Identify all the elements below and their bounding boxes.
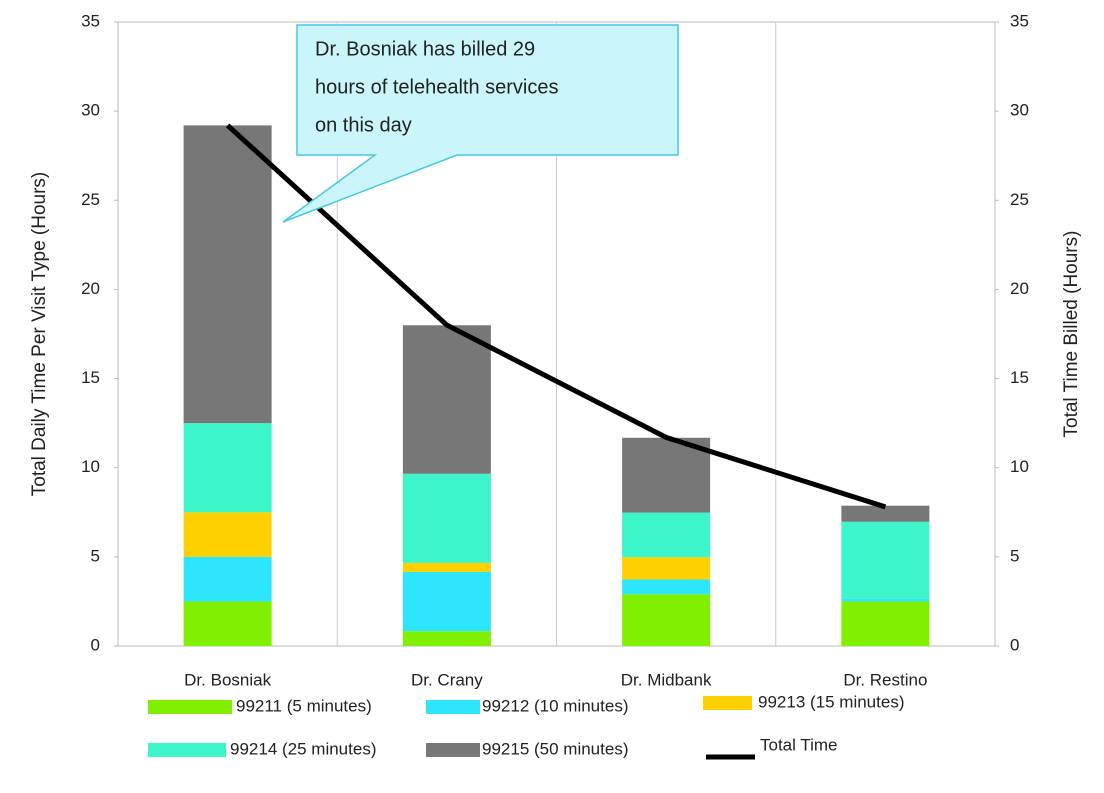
y-tick-label: 35 <box>81 11 100 30</box>
bar-segment <box>183 512 272 557</box>
y2-tick-label: 25 <box>1010 190 1029 209</box>
y2-tick-label: 30 <box>1010 101 1029 120</box>
y2-tick-label: 5 <box>1010 546 1019 565</box>
legend-label: 99213 (15 minutes) <box>758 692 904 711</box>
y-tick-label: 30 <box>81 101 100 120</box>
y2-tick-label: 0 <box>1010 635 1019 654</box>
y2-tick-label: 20 <box>1010 279 1029 298</box>
bar-segment <box>402 325 491 474</box>
legend-label: 99211 (5 minutes) <box>236 696 372 715</box>
bar-segment <box>622 437 711 513</box>
bar-segment <box>622 579 711 595</box>
y2-tick-label: 35 <box>1010 11 1029 30</box>
bar-segment <box>841 598 930 602</box>
x-tick-label: Dr. Restino <box>843 670 927 689</box>
bar-segment <box>841 505 930 522</box>
legend-swatch <box>148 743 226 757</box>
legend-swatch <box>426 700 480 714</box>
y-tick-label: 5 <box>91 546 100 565</box>
legend-swatch <box>148 700 232 714</box>
line-series <box>225 123 887 510</box>
bar-segment <box>622 512 711 558</box>
bar-segment <box>183 556 272 602</box>
annotation-text: Dr. Bosniak has billed 29 <box>315 38 535 60</box>
bar-segment <box>622 557 711 580</box>
bar-segment <box>841 521 930 599</box>
bar-segment <box>402 571 491 632</box>
x-tick-label: Dr. Bosniak <box>184 670 271 689</box>
y-tick-label: 0 <box>91 635 100 654</box>
bar-segment <box>402 631 491 646</box>
legend-swatch <box>426 743 480 757</box>
legend-label: Total Time <box>760 735 837 754</box>
y2-axis-label: Total Time Billed (Hours) <box>1061 231 1082 438</box>
bar-segment <box>183 423 272 513</box>
bar-segment <box>402 562 491 572</box>
y-tick-label: 25 <box>81 190 100 209</box>
y-axis-label: Total Daily Time Per Visit Type (Hours) <box>29 172 50 497</box>
y-tick-label: 10 <box>81 457 100 476</box>
legend-label: 99215 (50 minutes) <box>482 739 628 758</box>
x-tick-label: Dr. Crany <box>411 670 483 689</box>
annotation-text: on this day <box>315 114 412 136</box>
bar-segment <box>183 125 272 424</box>
x-tick-label: Dr. Midbank <box>621 670 712 689</box>
bar-segment <box>183 601 272 646</box>
bar-segment <box>402 473 491 563</box>
y2-tick-label: 15 <box>1010 368 1029 387</box>
annotation-text: hours of telehealth services <box>315 76 558 98</box>
y2-tick-label: 10 <box>1010 457 1029 476</box>
y-tick-label: 15 <box>81 368 100 387</box>
y-tick-label: 20 <box>81 279 100 298</box>
bar-segment <box>622 594 711 646</box>
legend-label: 99214 (25 minutes) <box>230 739 376 758</box>
legend-swatch <box>703 696 752 710</box>
legend-label: 99212 (10 minutes) <box>482 696 628 715</box>
callout-box <box>282 24 679 223</box>
bar-segment <box>841 601 930 646</box>
